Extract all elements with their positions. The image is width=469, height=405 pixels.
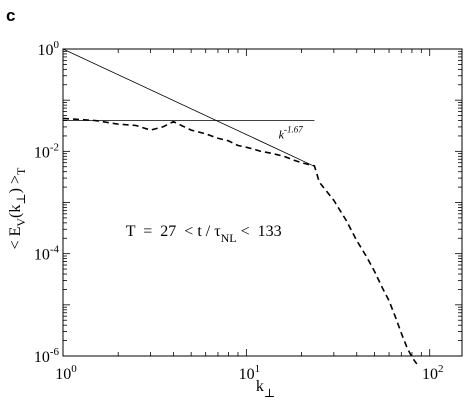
x-tick-label: 101 xyxy=(239,363,260,383)
series-line-1 xyxy=(62,117,418,365)
plot-area xyxy=(62,48,418,365)
panel-label: c xyxy=(6,6,15,25)
series-line-2 xyxy=(62,48,315,167)
time-range-annotation: T = 27 < t / τNL < 133 xyxy=(126,223,282,245)
y-tick-label: 10-6 xyxy=(34,346,60,366)
x-axis-label: k⊥ xyxy=(256,378,275,400)
x-tick-label: 100 xyxy=(55,363,77,383)
plot-frame xyxy=(62,48,463,357)
slope-annotation: k-1.67 xyxy=(279,124,304,141)
y-axis-label: < EV(k⊥) >T xyxy=(7,167,28,249)
y-tick-label: 100 xyxy=(38,39,60,59)
x-tick-label: 102 xyxy=(422,363,444,383)
axis-labels: k⊥ < EV(k⊥) >T xyxy=(7,167,275,400)
axes: 100 101 102 100 10-2 10-4 10-6 xyxy=(34,39,463,383)
y-tick-label: 10-2 xyxy=(34,141,59,161)
annotations: k-1.67 T = 27 < t / τNL < 133 xyxy=(126,124,303,245)
y-tick-label: 10-4 xyxy=(34,244,60,264)
